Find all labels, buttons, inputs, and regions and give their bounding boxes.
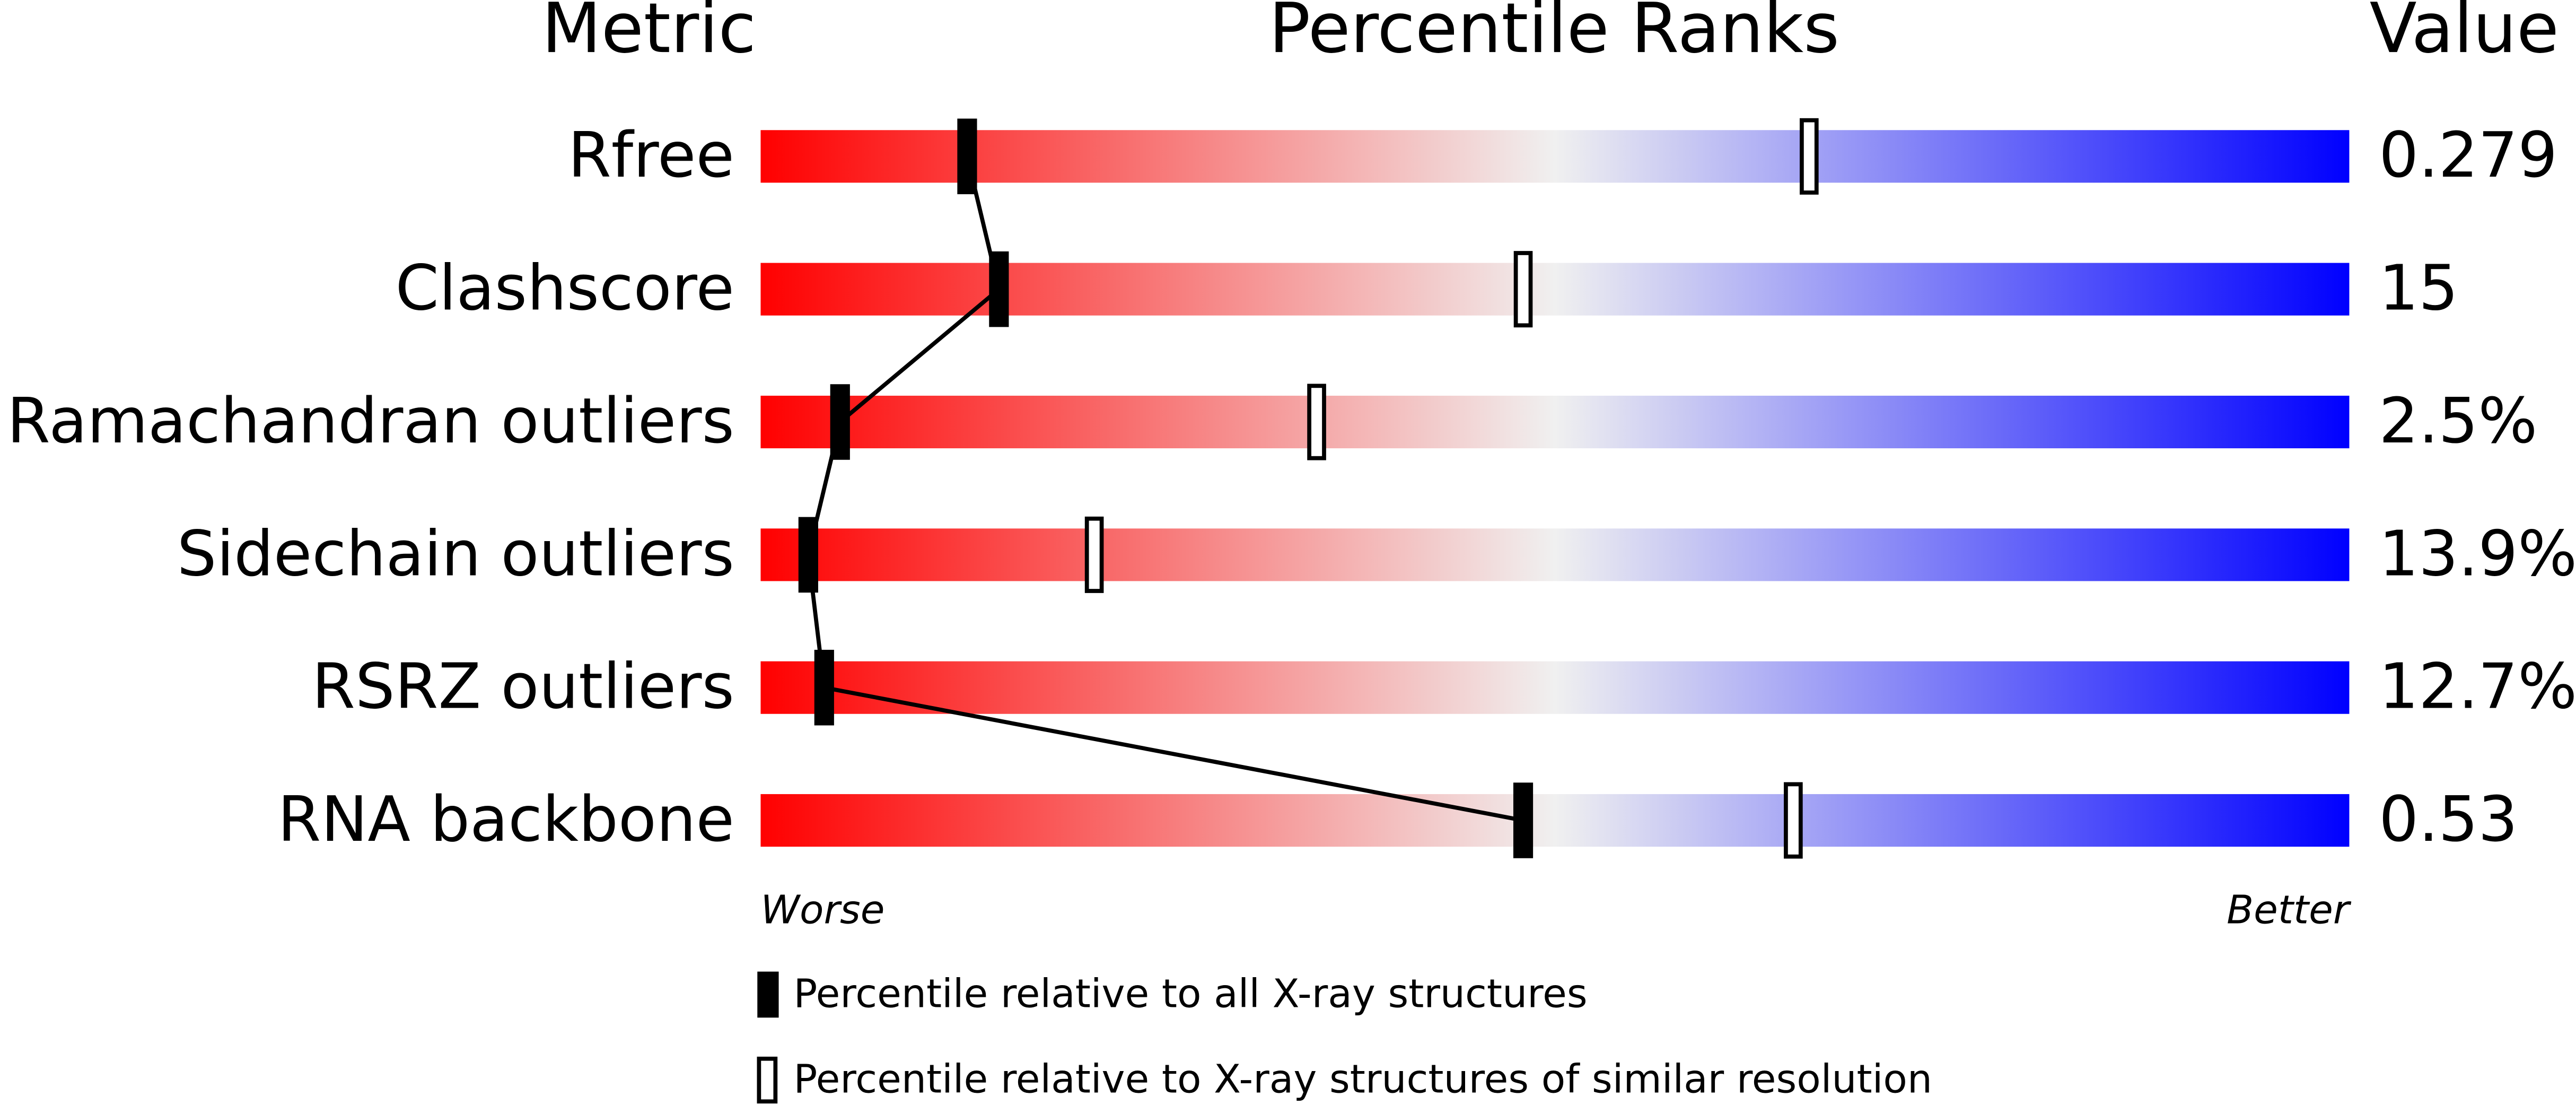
axis-end-label: Worse — [760, 887, 884, 933]
metric-value: 15 — [2379, 252, 2458, 325]
percentile-bar — [760, 130, 2350, 183]
percentile-marker — [1513, 782, 1534, 858]
percentile-marker — [830, 384, 850, 460]
percentile-marker — [1307, 384, 1326, 460]
metric-label: Ramachandran outliers — [7, 385, 734, 457]
percentile-bar — [760, 528, 2350, 581]
percentile-bar — [760, 263, 2350, 316]
percentile-marker — [1513, 251, 1533, 328]
percentile-marker — [957, 118, 977, 195]
metric-value: 0.53 — [2379, 783, 2518, 856]
percentile-marker — [989, 251, 1009, 327]
percentile-bar — [760, 794, 2350, 847]
legend-swatch — [757, 971, 779, 1018]
column-header: Percentile Ranks — [1269, 0, 1839, 68]
metric-value: 2.5% — [2379, 385, 2537, 457]
axis-end-label: Better — [2227, 887, 2352, 933]
legend-label: Percentile relative to X-ray structures … — [793, 1056, 1932, 1102]
metric-label: Rfree — [568, 119, 734, 192]
legend-swatch — [757, 1056, 778, 1104]
percentile-marker — [798, 517, 818, 593]
metric-label: RNA backbone — [278, 783, 734, 856]
metric-value: 13.9% — [2379, 517, 2576, 590]
percentile-marker — [814, 649, 834, 726]
percentile-marker — [1800, 118, 1819, 195]
metric-label: RSRZ outliers — [312, 650, 734, 723]
legend-label: Percentile relative to all X-ray structu… — [793, 971, 1587, 1017]
metric-value: 0.279 — [2379, 119, 2557, 192]
percentile-marker — [1784, 782, 1803, 859]
percentile-marker — [1084, 516, 1104, 593]
percentile-line — [806, 155, 1524, 823]
metric-value: 12.7% — [2379, 650, 2576, 723]
percentile-bar — [760, 395, 2350, 449]
column-header: Metric — [542, 0, 757, 68]
metric-label: Sidechain outliers — [177, 517, 734, 590]
column-header: Value — [2370, 0, 2559, 68]
percentile-bar — [760, 661, 2350, 714]
metric-label: Clashscore — [396, 252, 734, 325]
